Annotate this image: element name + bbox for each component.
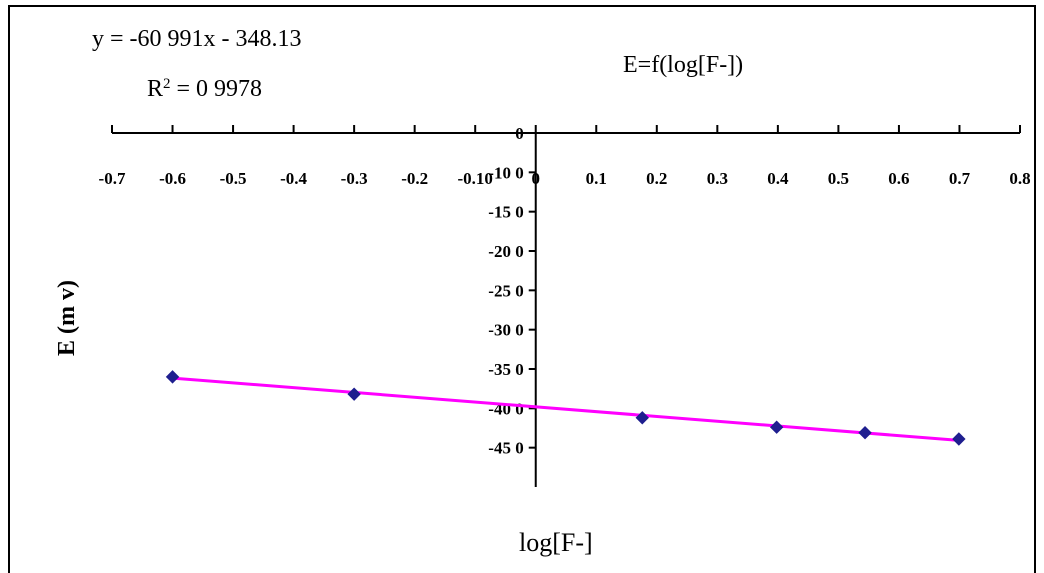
x-tick-label: 0.4 [767,169,789,188]
x-tick-label: -0.10 [457,169,492,188]
r-squared-label: R2 = 0 9978 [147,76,262,102]
x-tick-label: 0.3 [707,169,728,188]
y-tick-label: -35 0 [488,360,523,379]
x-tick-label: -0.7 [99,169,126,188]
data-point [165,370,180,384]
data-point [635,411,649,425]
data-point [347,387,361,401]
data-points [165,370,966,446]
r-squared-value: = 0 9978 [171,76,263,102]
y-tick-label: -30 0 [488,321,523,340]
x-tick-label: 0.6 [888,169,909,188]
trendline [172,376,959,442]
y-tick-label: -25 0 [488,281,523,300]
chart-title: E=f(log[F-]) [623,52,743,78]
y-tick-label: 0 [515,124,524,143]
x-tick-label: -0.5 [220,169,247,188]
x-tick-label: -0.2 [401,169,428,188]
trendline-group [172,376,959,442]
data-point [858,426,872,440]
x-tick-label: -0.3 [341,169,368,188]
x-axis-label: log[F-] [519,528,593,557]
r-squared-r: R [147,76,163,102]
x-tick-label: 0.5 [828,169,849,188]
y-ticks: 0-10 0-15 0-20 0-25 0-30 0-35 0-40 0-45 … [488,124,536,458]
data-point [952,432,966,446]
data-point [769,420,784,434]
x-tick-label: -0.4 [280,169,307,188]
y-tick-label: -15 0 [488,203,523,222]
x-tick-label: 0.2 [646,169,667,188]
y-tick-label: -10 0 [488,163,523,182]
x-tick-label: 0 [531,169,540,188]
x-tick-label: 0.7 [949,169,971,188]
x-tick-label: -0.6 [159,169,186,188]
axes [112,132,1020,487]
x-ticks: -0.7 -0.6 -0.5 -0.4 -0.3 -0.2 -0.10 0 0.1 0.2 0.3 0… [99,125,1031,188]
x-tick-label: 0.8 [1009,169,1030,188]
chart-frame [8,5,1036,573]
y-tick-label: -45 0 [488,439,523,458]
x-tick-label: 0.1 [586,169,607,188]
trendline-equation: y = -60 991x - 348.13 [92,26,302,52]
y-tick-label: -20 0 [488,242,523,261]
r-squared-sup: 2 [163,76,171,92]
y-axis-label: E (m v) [54,280,80,356]
